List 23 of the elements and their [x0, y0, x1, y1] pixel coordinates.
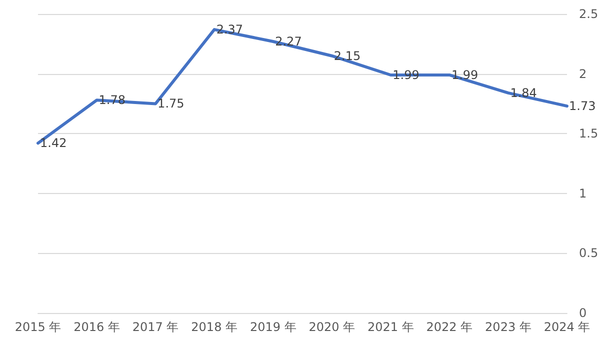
- x-tick-label: 2017 年: [132, 320, 179, 334]
- data-label: 1.99: [392, 68, 420, 82]
- data-label: 1.78: [98, 93, 126, 108]
- y-tick-label: 2.5: [579, 7, 598, 21]
- data-label: 2.15: [334, 48, 361, 63]
- data-label: 1.73: [569, 99, 596, 114]
- x-tick-label: 2020 年: [308, 320, 356, 334]
- y-tick-label: 1.5: [579, 126, 598, 141]
- x-tick-label: 2024 年: [544, 320, 590, 334]
- y-tick-label: 2: [579, 66, 587, 81]
- x-tick-label: 2022 年: [426, 320, 473, 334]
- x-tick-label: 2019 年: [250, 320, 296, 334]
- x-tick-label: 2016 年: [74, 320, 120, 334]
- data-label: 1.99: [451, 68, 478, 82]
- x-tick-label: 2018 年: [191, 320, 238, 334]
- x-tick-label: 2015 年: [14, 320, 62, 334]
- y-tick-label: 1: [579, 186, 587, 200]
- x-tick-label: 2023 年: [485, 320, 532, 334]
- y-tick-label: 0.5: [579, 246, 598, 260]
- y-tick-label: 0: [579, 306, 587, 320]
- data-label: 1.75: [158, 96, 184, 111]
- data-label: 1.42: [40, 136, 67, 150]
- x-tick-label: 2021 年: [367, 320, 414, 334]
